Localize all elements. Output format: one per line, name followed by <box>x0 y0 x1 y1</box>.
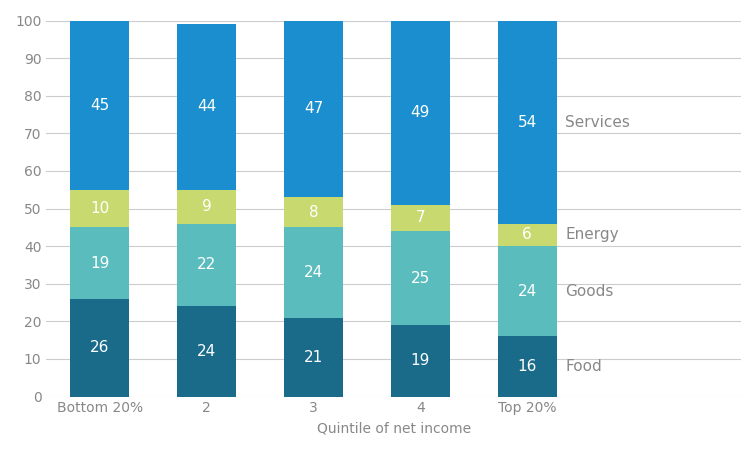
Text: 45: 45 <box>90 98 110 112</box>
Text: 54: 54 <box>518 115 537 130</box>
Bar <box>284 227 343 318</box>
Text: Goods: Goods <box>565 284 614 299</box>
Text: Food: Food <box>565 359 602 374</box>
Bar <box>177 306 236 396</box>
Bar <box>70 190 129 227</box>
Text: 24: 24 <box>197 344 216 359</box>
Bar <box>391 231 450 325</box>
Text: 44: 44 <box>197 99 216 114</box>
Text: 9: 9 <box>202 199 212 214</box>
Bar <box>177 24 236 190</box>
Text: Energy: Energy <box>565 227 619 243</box>
Bar <box>498 337 556 396</box>
Bar <box>70 21 129 190</box>
Bar <box>498 224 556 246</box>
Text: 10: 10 <box>90 201 110 216</box>
Bar <box>498 246 556 337</box>
Text: 24: 24 <box>304 265 323 280</box>
Bar <box>284 21 343 197</box>
Text: Services: Services <box>565 115 630 130</box>
Text: 25: 25 <box>411 270 430 286</box>
Bar <box>284 318 343 396</box>
Text: 19: 19 <box>411 353 430 369</box>
Bar <box>177 224 236 306</box>
Text: 49: 49 <box>411 105 430 120</box>
Text: 21: 21 <box>304 350 323 365</box>
X-axis label: Quintile of net income: Quintile of net income <box>317 421 471 435</box>
Text: 19: 19 <box>90 256 110 270</box>
Text: 22: 22 <box>197 257 216 272</box>
Bar <box>391 325 450 396</box>
Bar <box>70 299 129 396</box>
Text: 16: 16 <box>518 359 537 374</box>
Text: 26: 26 <box>90 340 110 355</box>
Bar <box>391 21 450 205</box>
Bar <box>498 21 556 224</box>
Text: 47: 47 <box>304 101 323 117</box>
Bar <box>391 205 450 231</box>
Bar <box>284 197 343 227</box>
Text: 6: 6 <box>522 227 532 243</box>
Bar <box>177 190 236 224</box>
Bar <box>70 227 129 299</box>
Text: 7: 7 <box>416 211 425 225</box>
Text: 24: 24 <box>518 284 537 299</box>
Text: 8: 8 <box>308 205 318 220</box>
